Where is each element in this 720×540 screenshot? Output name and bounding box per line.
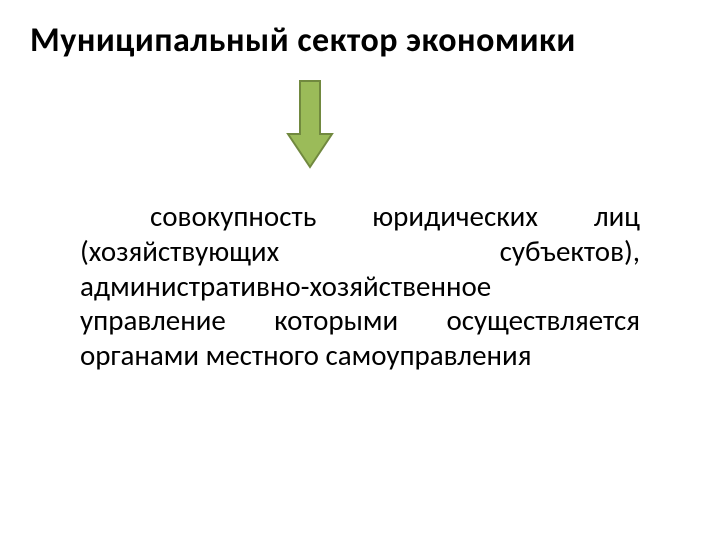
slide-container: Муниципальный сектор экономики совокупно… bbox=[0, 0, 720, 540]
slide-title: Муниципальный сектор экономики bbox=[30, 20, 690, 61]
down-arrow-icon bbox=[286, 79, 334, 169]
slide-body-text: совокупность юридических лиц (хозяйствую… bbox=[30, 199, 690, 373]
arrow-container bbox=[0, 79, 690, 169]
